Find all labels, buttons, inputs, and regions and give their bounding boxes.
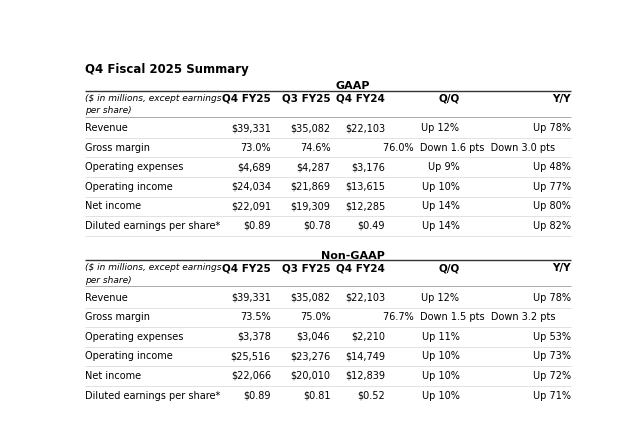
Text: Up 14%: Up 14%	[422, 221, 460, 231]
Text: $22,091: $22,091	[231, 201, 271, 212]
Text: Up 80%: Up 80%	[533, 201, 571, 212]
Text: $3,378: $3,378	[237, 332, 271, 342]
Text: $23,276: $23,276	[290, 351, 330, 361]
Text: ($ in millions, except earnings
per share): ($ in millions, except earnings per shar…	[85, 263, 221, 285]
Text: Q/Q: Q/Q	[438, 263, 460, 273]
Text: Q3 FY25: Q3 FY25	[282, 94, 330, 104]
Text: $35,082: $35,082	[291, 123, 330, 133]
Text: $22,066: $22,066	[231, 371, 271, 381]
Text: Up 11%: Up 11%	[422, 332, 460, 342]
Text: Operating expenses: Operating expenses	[85, 162, 183, 172]
Text: $14,749: $14,749	[345, 351, 385, 361]
Text: Up 78%: Up 78%	[533, 123, 571, 133]
Text: $0.89: $0.89	[243, 221, 271, 231]
Text: $0.52: $0.52	[357, 391, 385, 401]
Text: $25,516: $25,516	[230, 351, 271, 361]
Text: Up 10%: Up 10%	[422, 182, 460, 192]
Text: $13,615: $13,615	[345, 182, 385, 192]
Text: $21,869: $21,869	[291, 182, 330, 192]
Text: Up 71%: Up 71%	[533, 391, 571, 401]
Text: Q3 FY25: Q3 FY25	[282, 263, 330, 273]
Text: Up 10%: Up 10%	[422, 371, 460, 381]
Text: Y/Y: Y/Y	[552, 263, 571, 273]
Text: $12,285: $12,285	[345, 201, 385, 212]
Text: $19,309: $19,309	[291, 201, 330, 212]
Text: Operating income: Operating income	[85, 351, 173, 361]
Text: Non-GAAP: Non-GAAP	[321, 251, 385, 261]
Text: $20,010: $20,010	[291, 371, 330, 381]
Text: Up 72%: Up 72%	[533, 371, 571, 381]
Text: Up 12%: Up 12%	[422, 293, 460, 303]
Text: $24,034: $24,034	[231, 182, 271, 192]
Text: Revenue: Revenue	[85, 293, 128, 303]
Text: Diluted earnings per share*: Diluted earnings per share*	[85, 221, 220, 231]
Text: 76.7%  Down 1.5 pts  Down 3.2 pts: 76.7% Down 1.5 pts Down 3.2 pts	[383, 312, 555, 322]
Text: Gross margin: Gross margin	[85, 312, 150, 322]
Text: 73.5%: 73.5%	[240, 312, 271, 322]
Text: Up 82%: Up 82%	[533, 221, 571, 231]
Text: $2,210: $2,210	[351, 332, 385, 342]
Text: Up 48%: Up 48%	[533, 162, 571, 172]
Text: Net income: Net income	[85, 371, 141, 381]
Text: Q4 FY24: Q4 FY24	[336, 94, 385, 104]
Text: Up 53%: Up 53%	[533, 332, 571, 342]
Text: GAAP: GAAP	[335, 81, 370, 91]
Text: Up 12%: Up 12%	[422, 123, 460, 133]
Text: Q4 Fiscal 2025 Summary: Q4 Fiscal 2025 Summary	[85, 63, 249, 76]
Text: Revenue: Revenue	[85, 123, 128, 133]
Text: Operating income: Operating income	[85, 182, 173, 192]
Text: 74.6%: 74.6%	[300, 143, 330, 153]
Text: Up 10%: Up 10%	[422, 351, 460, 361]
Text: Up 77%: Up 77%	[533, 182, 571, 192]
Text: 75.0%: 75.0%	[300, 312, 330, 322]
Text: $22,103: $22,103	[345, 293, 385, 303]
Text: Up 14%: Up 14%	[422, 201, 460, 212]
Text: 76.0%  Down 1.6 pts  Down 3.0 pts: 76.0% Down 1.6 pts Down 3.0 pts	[383, 143, 555, 153]
Text: $35,082: $35,082	[291, 293, 330, 303]
Text: $39,331: $39,331	[231, 293, 271, 303]
Text: $3,176: $3,176	[351, 162, 385, 172]
Text: Gross margin: Gross margin	[85, 143, 150, 153]
Text: $0.81: $0.81	[303, 391, 330, 401]
Text: Up 10%: Up 10%	[422, 391, 460, 401]
Text: $0.78: $0.78	[303, 221, 330, 231]
Text: Q/Q: Q/Q	[438, 94, 460, 104]
Text: $39,331: $39,331	[231, 123, 271, 133]
Text: $0.89: $0.89	[243, 391, 271, 401]
Text: 73.0%: 73.0%	[241, 143, 271, 153]
Text: $0.49: $0.49	[358, 221, 385, 231]
Text: Diluted earnings per share*: Diluted earnings per share*	[85, 391, 220, 401]
Text: Q4 FY25: Q4 FY25	[222, 94, 271, 104]
Text: Net income: Net income	[85, 201, 141, 212]
Text: $22,103: $22,103	[345, 123, 385, 133]
Text: Operating expenses: Operating expenses	[85, 332, 183, 342]
Text: Y/Y: Y/Y	[552, 94, 571, 104]
Text: $4,689: $4,689	[237, 162, 271, 172]
Text: Up 9%: Up 9%	[428, 162, 460, 172]
Text: Q4 FY25: Q4 FY25	[222, 263, 271, 273]
Text: Up 78%: Up 78%	[533, 293, 571, 303]
Text: ($ in millions, except earnings
per share): ($ in millions, except earnings per shar…	[85, 94, 221, 115]
Text: Q4 FY24: Q4 FY24	[336, 263, 385, 273]
Text: $12,839: $12,839	[345, 371, 385, 381]
Text: $3,046: $3,046	[297, 332, 330, 342]
Text: Up 73%: Up 73%	[533, 351, 571, 361]
Text: $4,287: $4,287	[296, 162, 330, 172]
